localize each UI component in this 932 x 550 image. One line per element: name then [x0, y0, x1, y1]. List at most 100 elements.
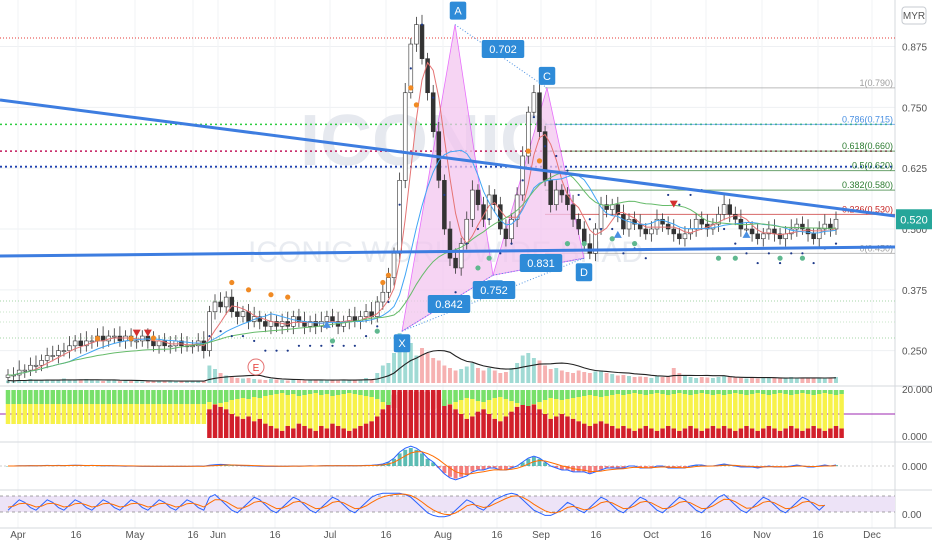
- stoch-tick-zero: 0.00: [902, 510, 922, 521]
- momentum-bar: [78, 390, 83, 404]
- descending-trendline: [0, 98, 896, 218]
- volume-bar: [750, 378, 755, 383]
- candle-up: [28, 364, 33, 371]
- momentum-bar: [246, 399, 251, 417]
- volume-bar: [498, 373, 503, 383]
- macd-histogram-bar: [464, 466, 469, 475]
- x-axis-label: Sep: [532, 530, 550, 541]
- momentum-bar: [598, 390, 604, 397]
- volume-bar: [73, 380, 78, 383]
- volume-bar: [448, 368, 452, 383]
- momentum-bar: [598, 397, 604, 422]
- momentum-bar: [218, 406, 223, 438]
- momentum-bar: [649, 428, 654, 438]
- price-tick-label: 0.750: [902, 103, 927, 114]
- momentum-bar: [134, 390, 139, 404]
- macd-histogram-bar: [520, 462, 525, 466]
- volume-bar: [772, 378, 777, 383]
- momentum-bar: [794, 394, 800, 429]
- fib-level-label: 0.618(0.660): [842, 141, 893, 151]
- momentum-bar: [710, 426, 716, 438]
- signal-dot-green: [799, 255, 806, 261]
- momentum-bar: [347, 430, 352, 438]
- momentum-bar: [822, 393, 828, 431]
- volume-bar: [794, 378, 799, 383]
- stoch-k-line: [7, 492, 826, 518]
- volume-bar: [627, 376, 631, 383]
- momentum-bar: [777, 430, 783, 438]
- sar-dot: [353, 344, 356, 347]
- momentum-bar: [699, 393, 704, 431]
- candle-up: [89, 340, 95, 343]
- momentum-bar: [363, 423, 369, 438]
- momentum-bar: [458, 414, 464, 438]
- volume-bar: [559, 370, 564, 383]
- volume-bar: [190, 381, 195, 383]
- momentum-bar: [100, 404, 106, 424]
- momentum-bar: [257, 398, 262, 419]
- candle-up: [307, 321, 313, 327]
- momentum-bar: [749, 394, 755, 429]
- sar-dot: [432, 96, 435, 99]
- momentum-bar: [526, 399, 531, 438]
- volume-bar: [464, 366, 469, 383]
- macd-histogram-bar: [604, 466, 609, 468]
- momentum-bar: [95, 390, 100, 404]
- momentum-bar: [313, 430, 318, 438]
- x-axis-label: Nov: [753, 530, 771, 541]
- candle-down: [805, 228, 811, 235]
- candle-up: [39, 360, 44, 366]
- momentum-bar: [358, 390, 363, 395]
- momentum-bar: [168, 390, 173, 404]
- candle-up: [593, 228, 598, 254]
- momentum-bar: [660, 428, 665, 438]
- momentum-bar: [509, 401, 514, 412]
- volume-bar: [828, 377, 833, 383]
- volume-bar: [593, 371, 598, 383]
- momentum-bar: [761, 428, 766, 438]
- macd-histogram-bar: [537, 458, 542, 466]
- sar-dot: [264, 349, 267, 352]
- momentum-bar: [554, 399, 559, 417]
- momentum-bar: [453, 409, 458, 438]
- momentum-bar: [140, 404, 145, 424]
- momentum-bar: [716, 428, 721, 438]
- volume-bar: [531, 358, 536, 383]
- x-axis-label: Apr: [10, 530, 26, 541]
- momentum-bar: [279, 390, 285, 393]
- signal-dot-orange: [408, 85, 414, 91]
- momentum-bar: [39, 390, 44, 404]
- momentum-bar: [352, 394, 358, 429]
- macd-histogram-bar: [587, 466, 592, 474]
- momentum-bar: [777, 390, 783, 393]
- momentum-bar: [184, 390, 190, 404]
- momentum-bar: [632, 393, 637, 431]
- momentum-bar: [660, 390, 665, 394]
- sar-dot: [376, 325, 379, 328]
- candle-down: [632, 218, 637, 225]
- macd-tick-zero: 0.000: [902, 462, 927, 473]
- momentum-bar: [481, 409, 486, 438]
- candle-up: [56, 350, 61, 356]
- volume-bar: [503, 372, 508, 383]
- candle-up: [156, 340, 162, 347]
- momentum-bar: [805, 390, 811, 394]
- momentum-bar: [654, 393, 660, 431]
- momentum-bar: [274, 394, 279, 429]
- macd-histogram-bar: [431, 462, 436, 466]
- volume-marker-bg: [247, 358, 265, 376]
- momentum-bar: [710, 390, 716, 395]
- volume-bar: [599, 370, 603, 383]
- volume-bar: [241, 378, 245, 383]
- volume-bar: [34, 380, 38, 383]
- volume-bar: [610, 374, 615, 383]
- momentum-bar: [464, 418, 469, 438]
- macd-histogram-bar: [509, 466, 514, 468]
- axis-layer: MYR 0.875 0.750 0.625 0.500 0.375 0.250 0.520 20…: [10, 6, 932, 541]
- pattern-point-d: D: [580, 267, 588, 279]
- momentum-bar: [380, 409, 386, 438]
- momentum-bar: [514, 403, 520, 407]
- momentum-bar: [5, 390, 11, 404]
- momentum-bar: [240, 398, 246, 419]
